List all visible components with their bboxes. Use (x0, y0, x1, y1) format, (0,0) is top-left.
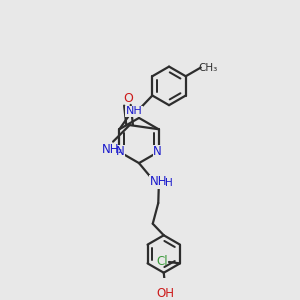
Text: NH: NH (149, 175, 167, 188)
Text: OH: OH (156, 286, 174, 300)
Text: NH: NH (126, 106, 143, 116)
Text: CH₃: CH₃ (198, 63, 217, 73)
Text: NH: NH (102, 143, 120, 156)
Text: Cl: Cl (157, 256, 169, 268)
Text: H: H (165, 178, 172, 188)
Text: O: O (123, 92, 133, 105)
Text: N: N (153, 145, 162, 158)
Text: ₂: ₂ (118, 145, 122, 155)
Text: N: N (116, 145, 124, 158)
